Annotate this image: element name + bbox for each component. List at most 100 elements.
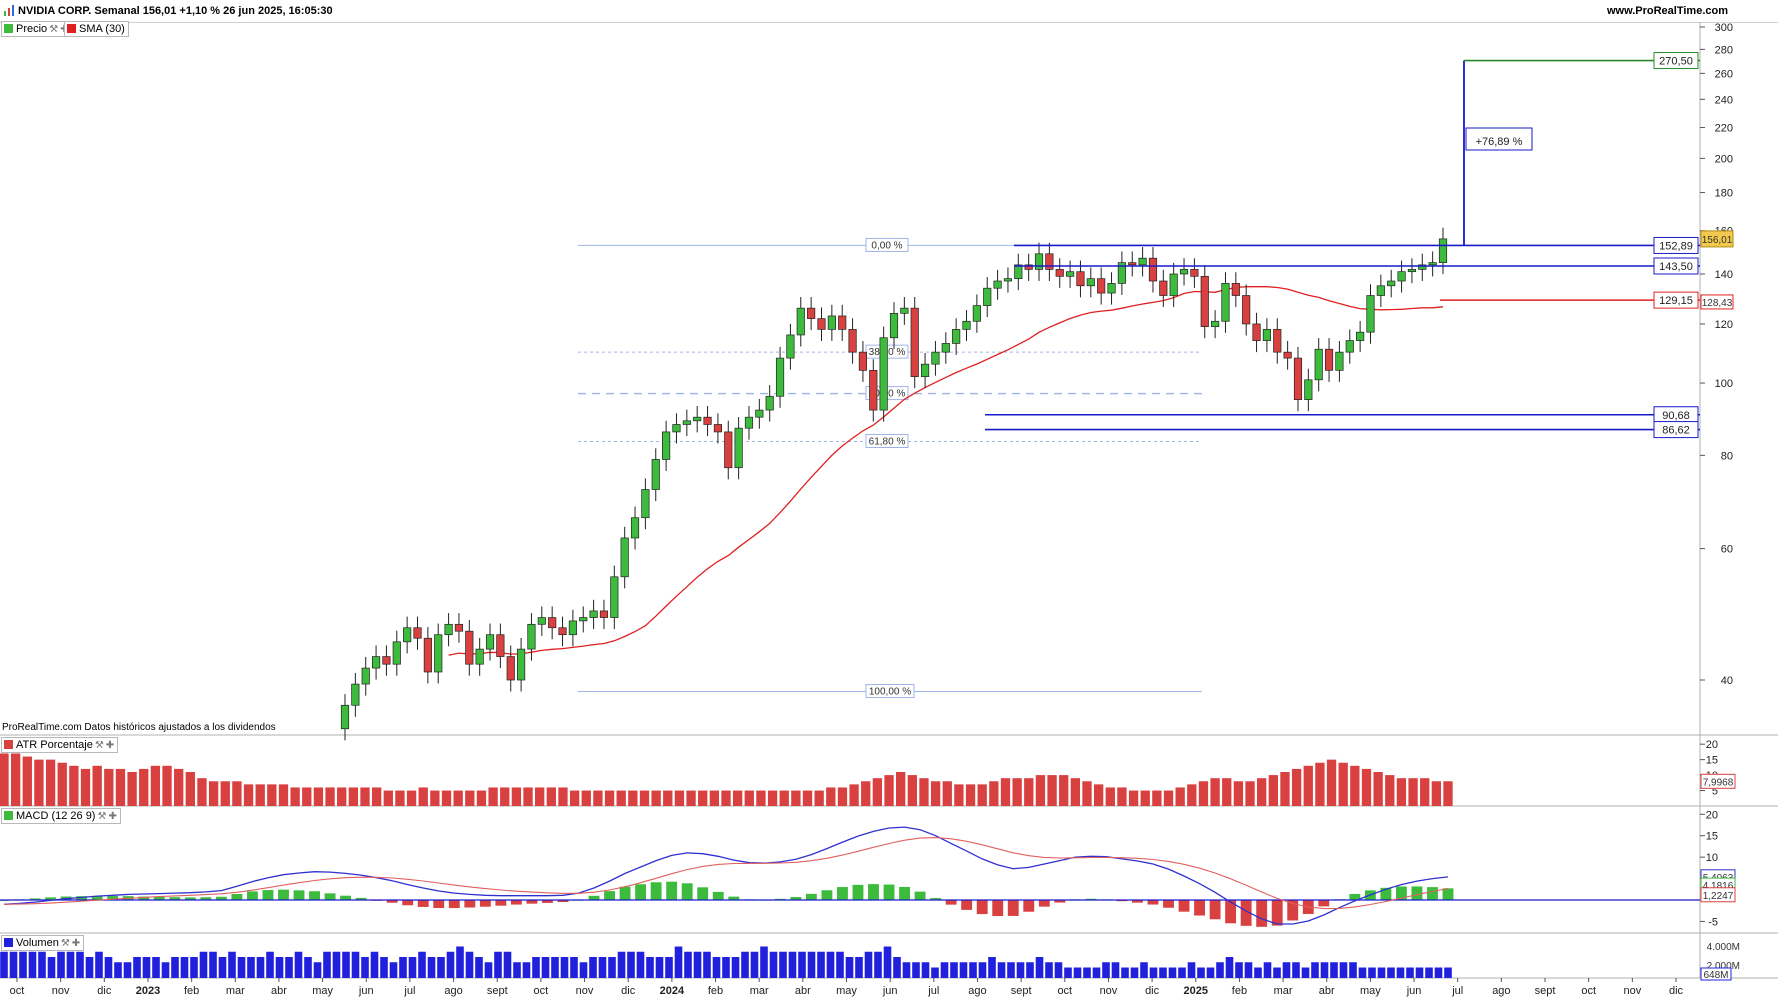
site-url[interactable]: www.ProRealTime.com xyxy=(1606,5,1728,17)
candle-up xyxy=(672,424,681,433)
atr-bar xyxy=(802,790,813,806)
candle-up xyxy=(1211,320,1220,328)
atr-bar xyxy=(1059,775,1069,806)
macd-histogram-bar xyxy=(215,896,227,900)
volume-bar xyxy=(1111,962,1120,978)
candle-down xyxy=(599,610,609,618)
atr-bar xyxy=(115,768,126,806)
sma-legend[interactable]: SMA (30) xyxy=(64,21,129,37)
atr-bar xyxy=(139,768,149,806)
x-axis-label: nov xyxy=(1100,985,1118,997)
volume-bar xyxy=(304,957,312,978)
candle-up xyxy=(1107,283,1116,294)
atr-bar xyxy=(674,790,685,806)
macd-histogram-bar xyxy=(976,900,988,915)
x-axis-label: ago xyxy=(444,985,462,997)
atr-legend[interactable]: ATR Porcentaje ⚒ ✚ xyxy=(1,737,119,753)
macd-histogram-bar xyxy=(448,900,460,909)
price-legend[interactable]: Precio⚒✚ xyxy=(1,21,73,37)
macd-histogram-bar xyxy=(666,881,678,900)
atr-bar xyxy=(581,790,591,806)
plus-icon[interactable]: ✚ xyxy=(71,938,81,949)
x-axis-label: abr xyxy=(1319,985,1335,997)
macd-histogram-bar xyxy=(324,893,336,900)
macd-histogram-bar xyxy=(1023,900,1035,912)
candle-down xyxy=(838,315,847,330)
price-level-label-box xyxy=(1653,236,1699,254)
wrench-icon[interactable]: ⚒ xyxy=(60,938,70,949)
atr-bar xyxy=(278,784,289,806)
y-axis-tick-label: 40 xyxy=(1721,675,1733,687)
candle-up xyxy=(403,627,412,643)
volume-bar xyxy=(1054,962,1063,978)
atr-bar xyxy=(197,778,207,806)
candle-up xyxy=(931,351,940,365)
volume-bar xyxy=(617,951,626,978)
candle-up xyxy=(641,489,650,519)
projection-percent-label: +76,89 % xyxy=(1476,136,1523,148)
atr-bar xyxy=(395,790,405,806)
macd-histogram-bar xyxy=(619,886,631,900)
macd-histogram-bar xyxy=(1132,900,1143,903)
atr-bar xyxy=(57,762,67,806)
volume-legend[interactable]: Volumen ⚒ ✚ xyxy=(1,935,85,951)
candle-up xyxy=(371,656,381,669)
atr-bar xyxy=(1012,778,1022,806)
instrument-title: NVIDIA CORP. Semanal 156,01 +1,10 % 26 j… xyxy=(18,5,333,17)
macd-histogram-bar xyxy=(526,900,538,904)
candle-up xyxy=(786,334,795,359)
x-axis-label: oct xyxy=(1057,985,1072,997)
volume-bar xyxy=(1007,962,1015,978)
macd-histogram-bar xyxy=(464,900,476,908)
wrench-icon[interactable]: ⚒ xyxy=(94,740,104,751)
atr-bar xyxy=(1303,765,1313,806)
macd-histogram-bar xyxy=(200,897,212,900)
atr-bar xyxy=(441,790,452,806)
atr-bar xyxy=(721,790,731,806)
atr-bar xyxy=(243,784,254,806)
macd-histogram-bar xyxy=(992,900,1004,917)
candle-up xyxy=(1262,329,1271,341)
atr-bar xyxy=(488,787,498,806)
volume-bar xyxy=(399,957,407,978)
x-axis-label: 2024 xyxy=(660,985,685,997)
x-axis-label: jun xyxy=(1406,985,1422,997)
x-axis-label: abr xyxy=(795,985,811,997)
candle-down xyxy=(423,637,432,673)
plus-icon[interactable]: ✚ xyxy=(108,811,117,822)
x-axis-label: feb xyxy=(1232,985,1247,997)
atr-bar xyxy=(1396,778,1407,806)
x-axis-label: oct xyxy=(534,985,549,997)
candle-up xyxy=(1407,269,1417,273)
x-axis-label: dic xyxy=(1145,985,1160,997)
macd-histogram-bar xyxy=(91,895,103,900)
wrench-icon[interactable]: ⚒ xyxy=(97,811,107,822)
macd-legend[interactable]: MACD (12 26 9) ⚒ ✚ xyxy=(1,808,121,824)
candle-up xyxy=(983,287,992,306)
wrench-icon[interactable]: ⚒ xyxy=(49,24,59,35)
volume-bar xyxy=(1377,967,1386,978)
macd-histogram-bar xyxy=(278,889,289,900)
volume-bar xyxy=(950,962,958,978)
atr-bar xyxy=(1000,778,1011,806)
price-level-label: 152,89 xyxy=(1659,240,1693,252)
atr-bar xyxy=(1105,787,1115,806)
atr-bar xyxy=(686,790,696,806)
volume-bar xyxy=(85,957,94,978)
macd-histogram-bar xyxy=(45,897,57,900)
macd-histogram-bar xyxy=(1007,900,1019,916)
y-axis-tick-label: 80 xyxy=(1721,450,1733,462)
signal-line xyxy=(3,837,1449,910)
volume-bar xyxy=(19,951,27,978)
macd-histogram-bar xyxy=(1411,886,1423,900)
atr-bar xyxy=(1361,768,1372,806)
candle-down xyxy=(1273,329,1282,353)
volume-bar xyxy=(608,957,616,978)
plus-icon[interactable]: ✚ xyxy=(105,740,115,751)
volume-bar xyxy=(180,957,189,978)
macd-histogram-bar xyxy=(355,897,367,900)
candle-down xyxy=(1159,280,1168,296)
volume-bar xyxy=(47,957,56,978)
volume-bar xyxy=(1434,967,1443,978)
